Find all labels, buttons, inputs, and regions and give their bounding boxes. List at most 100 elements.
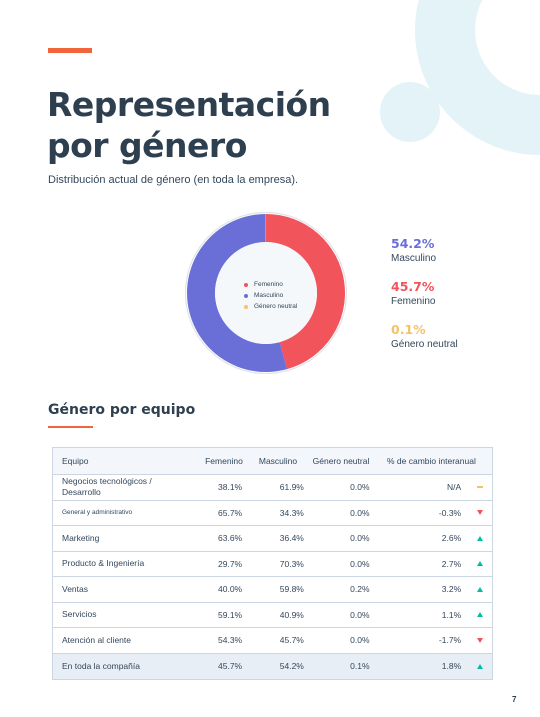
table-body: Negocios tecnológicos / Desarrollo 38.1% 6…: [53, 475, 492, 679]
cell-neutral: 0.0%: [350, 609, 370, 620]
cell-cambio: 1.1%: [441, 609, 462, 620]
trend-indicator: [467, 486, 492, 489]
table-row: Servicios 59.1% 40.9% 0.0% 1.1%: [53, 603, 492, 628]
table-row: Producto & Ingeniería 29.7% 70.3% 0.0% 2.7%: [53, 552, 492, 577]
cell-neutral: 0.0%: [350, 482, 370, 493]
cell-femenino: 29.7%: [218, 558, 243, 569]
donut-legend-neutral: Género neutral: [244, 301, 297, 312]
table-row: Atención al cliente 54.3% 45.7% 0.0% -1.7%: [53, 628, 492, 654]
cell-team: Atención al cliente: [62, 634, 131, 645]
cell-masculino: 45.7%: [279, 635, 304, 646]
trend-indicator: [467, 510, 492, 516]
trend-flat-icon: [476, 486, 483, 489]
cell-femenino: 54.3%: [218, 635, 243, 646]
trend-indicator: [467, 612, 492, 618]
trend-indicator: [467, 637, 492, 643]
legend-label-femenino: Femenino: [254, 281, 283, 288]
cell-team: Producto & Ingeniería: [62, 558, 145, 569]
cell-masculino: 54.2%: [279, 661, 304, 672]
legend-dot-femenino: [244, 282, 248, 287]
legend-label-neutral: Género neutral: [254, 303, 298, 310]
trend-up-icon: [476, 612, 483, 618]
cell-neutral: 0.0%: [350, 507, 370, 518]
cell-cambio: -0.3%: [438, 507, 462, 518]
trend-indicator: [467, 586, 492, 592]
section-heading: Género por equipo: [48, 402, 196, 418]
trend-up-icon: [476, 561, 483, 567]
section-underline: [48, 426, 93, 428]
donut-slice-femenino: [266, 214, 345, 370]
header-masculino: Masculino: [258, 456, 298, 466]
cell-neutral: 0.0%: [350, 533, 370, 544]
page-title-line2: por género: [47, 126, 247, 165]
cell-team: Servicios: [62, 609, 97, 620]
table-row: Marketing 63.6% 36.4% 0.0% 2.6%: [53, 526, 492, 552]
table-header: Equipo Femenino Masculino Género neutral…: [53, 448, 492, 475]
cell-cambio: 1.8%: [441, 661, 462, 672]
donut-legend-femenino: Femenino: [244, 279, 297, 290]
trend-down-icon: [476, 637, 483, 643]
legend-dot-neutral: [244, 304, 248, 309]
cell-masculino: 36.4%: [279, 533, 304, 544]
stat-femenino: 45.7% Femenino: [391, 279, 435, 307]
table-row: General y administrativo 65.7% 34.3% 0.0% -0…: [53, 501, 492, 526]
cell-cambio: 2.7%: [441, 558, 462, 569]
cell-cambio: 2.6%: [441, 533, 462, 544]
cell-team: Ventas: [62, 583, 88, 594]
header-cambio: % de cambio interanual: [387, 456, 476, 466]
cell-femenino: 59.1%: [218, 609, 243, 620]
trend-up-icon: [476, 535, 483, 541]
stat-neutral: 0.1% Género neutral: [391, 322, 458, 350]
cell-masculino: 34.3%: [279, 507, 304, 518]
gender-donut-chart: [185, 212, 347, 374]
cell-femenino: 65.7%: [218, 507, 243, 518]
cell-neutral: 0.2%: [350, 584, 370, 595]
trend-up-icon: [476, 663, 483, 669]
page-subtitle: Distribución actual de género (en toda l…: [48, 174, 299, 186]
page-number: 7: [512, 695, 517, 704]
trend-indicator: [467, 535, 492, 541]
donut-legend: Femenino Masculino Género neutral: [244, 279, 297, 312]
table-row: Ventas 40.0% 59.8% 0.2% 3.2%: [53, 577, 492, 603]
header-neutral: Género neutral: [312, 456, 370, 466]
donut-slice-masculino: [187, 214, 288, 372]
trend-indicator: [467, 663, 492, 669]
donut-svg: [185, 212, 347, 374]
header-femenino: Femenino: [205, 456, 243, 466]
stat-masculino: 54.2% Masculino: [391, 236, 436, 264]
cell-femenino: 63.6%: [218, 533, 243, 544]
cell-cambio: N/A: [446, 482, 462, 493]
legend-label-masculino: Masculino: [254, 292, 284, 299]
stat-neutral-pct: 0.1%: [391, 322, 426, 337]
donut-legend-masculino: Masculino: [244, 290, 297, 301]
stat-femenino-pct: 45.7%: [391, 279, 435, 294]
cell-femenino: 45.7%: [218, 661, 243, 672]
cell-neutral: 0.0%: [350, 558, 370, 569]
cell-masculino: 40.9%: [279, 609, 304, 620]
cell-masculino: 70.3%: [279, 558, 304, 569]
cell-team: Negocios tecnológicos / Desarrollo: [62, 476, 152, 498]
trend-down-icon: [476, 510, 483, 516]
cell-team: General y administrativo: [62, 509, 133, 517]
stat-femenino-label: Femenino: [391, 296, 436, 307]
table-row: Negocios tecnológicos / Desarrollo 38.1% 6…: [53, 475, 492, 501]
accent-bar: [48, 48, 92, 53]
cell-cambio: 3.2%: [441, 584, 462, 595]
page-title: Representación por género: [47, 84, 367, 166]
gender-by-team-table: Equipo Femenino Masculino Género neutral…: [52, 447, 493, 680]
cell-masculino: 59.8%: [279, 584, 304, 595]
cell-masculino: 61.9%: [279, 482, 304, 493]
header-equipo: Equipo: [62, 455, 89, 466]
cell-team: Marketing: [62, 532, 100, 543]
cell-neutral: 0.1%: [350, 661, 370, 672]
cell-team: En toda la compañía: [62, 660, 140, 671]
trend-indicator: [467, 561, 492, 567]
stat-neutral-label: Género neutral: [391, 339, 458, 350]
trend-up-icon: [476, 586, 483, 592]
cell-femenino: 40.0%: [218, 584, 243, 595]
donut-center: [215, 242, 317, 344]
cell-femenino: 38.1%: [218, 482, 243, 493]
page-title-line1: Representación: [47, 85, 331, 124]
cell-neutral: 0.0%: [350, 635, 370, 646]
stat-masculino-label: Masculino: [391, 253, 437, 264]
